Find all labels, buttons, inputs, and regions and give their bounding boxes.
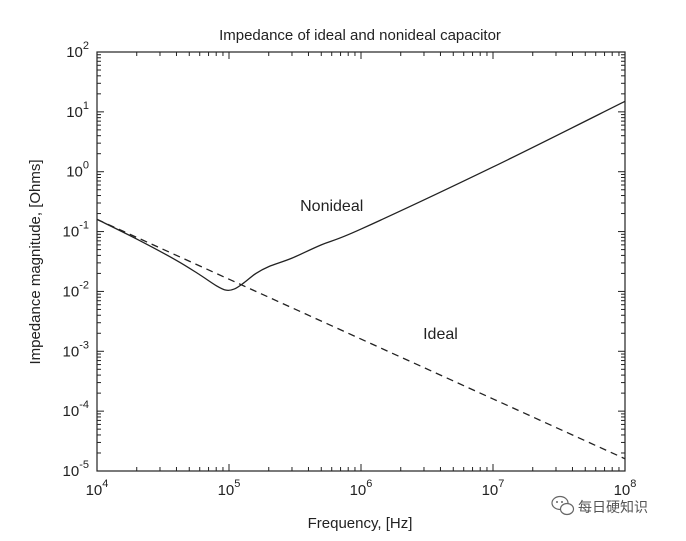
series-line-nonideal [96, 100, 626, 292]
series-layer [96, 100, 626, 460]
x-tick-label: 107 [482, 478, 505, 499]
watermark-text: 每日硬知识 [578, 499, 648, 516]
x-tick-label: 106 [350, 478, 373, 499]
watermark: 每日硬知识 [551, 495, 648, 516]
annotation-layer: Nonideal Ideal [300, 198, 458, 343]
y-tick-label: 102 [66, 40, 89, 61]
annotation-nonideal: Nonideal [300, 198, 363, 215]
y-tick-label: 10-5 [63, 459, 89, 480]
x-tick-label: 108 [614, 478, 637, 499]
x-tick-label: 105 [218, 478, 241, 499]
y-axis-label: Impedance magnitude, [Ohms] [27, 159, 44, 364]
annotation-ideal: Ideal [423, 326, 458, 343]
y-tick-label: 10-4 [63, 399, 89, 420]
y-tick-label: 100 [66, 160, 89, 181]
y-tick-label: 10-2 [63, 279, 89, 300]
chart-title: Impedance of ideal and nonideal capacito… [219, 27, 501, 44]
x-axis-label: Frequency, [Hz] [308, 515, 413, 532]
x-tick-label: 104 [86, 478, 109, 499]
y-tick-label: 101 [66, 100, 89, 121]
series-line-ideal [96, 218, 626, 460]
axis-ticks [96, 51, 626, 472]
tick-labels: 104 105 106 107 108 102 101 100 10-1 10-2 10-3 10-4… [63, 40, 637, 499]
wechat-icon [551, 495, 575, 516]
y-tick-label: 10-3 [63, 339, 89, 360]
y-tick-label: 10-1 [63, 220, 89, 241]
